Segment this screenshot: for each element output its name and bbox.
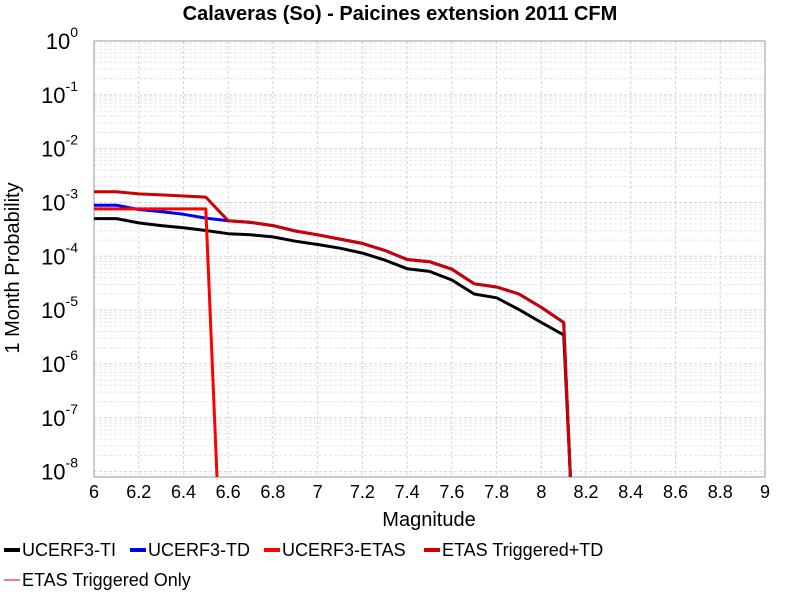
y-tick-exponent: -6 xyxy=(66,347,79,363)
legend-label-ucerf3-etas: UCERF3-ETAS xyxy=(282,540,406,560)
x-tick-label: 7.4 xyxy=(395,482,420,502)
series-layer xyxy=(94,190,572,478)
x-tick-label: 8.4 xyxy=(618,482,643,502)
y-axis-label: 1 Month Probability xyxy=(2,182,24,353)
x-tick-label: 7.2 xyxy=(350,482,375,502)
y-tick-base: 10 xyxy=(41,406,65,431)
x-tick-label: 7 xyxy=(313,482,323,502)
y-tick-exponent: -8 xyxy=(66,455,79,471)
series-line-ucerf3-ti xyxy=(94,217,572,478)
legend-label-ucerf3-ti: UCERF3-TI xyxy=(22,540,116,560)
x-tick-label: 8.8 xyxy=(708,482,733,502)
x-tick-label: 9 xyxy=(760,482,770,502)
y-tick-base: 10 xyxy=(41,352,65,377)
y-tick-exponent: -4 xyxy=(66,239,79,255)
y-tick-exponent: 0 xyxy=(70,24,78,40)
x-axis-ticks: 6 6.2 6.4 6.6 6.8 7 7.2 7.4 7.6 7.8 8 8.2 8.4 8.6 8.8 9 xyxy=(89,482,770,502)
y-tick-base: 10 xyxy=(41,244,65,269)
y-tick-base: 10 xyxy=(41,460,65,485)
y-tick-label: 10-3 xyxy=(41,185,78,215)
y-tick-base: 10 xyxy=(41,137,65,162)
x-tick-label: 7.6 xyxy=(439,482,464,502)
x-tick-label: 6.4 xyxy=(171,482,196,502)
plot-area-border xyxy=(93,40,766,478)
chart-title: Calaveras (So) - Paicines extension 2011… xyxy=(183,3,618,25)
y-tick-base: 10 xyxy=(41,298,65,323)
series-line-ucerf3-etas xyxy=(94,207,219,478)
x-tick-label: 8.6 xyxy=(663,482,688,502)
y-tick-label: 10-1 xyxy=(41,78,78,108)
y-tick-label: 10-4 xyxy=(41,239,78,269)
x-axis-label: Magnitude xyxy=(382,509,475,531)
legend-label-etas-triggered-td: ETAS Triggered+TD xyxy=(442,540,603,560)
series-line-etas-triggered-td xyxy=(94,190,572,478)
y-tick-exponent: -3 xyxy=(66,185,79,201)
legend-label-etas-triggered-only: ETAS Triggered Only xyxy=(22,570,191,590)
y-tick-label: 100 xyxy=(46,24,78,54)
x-tick-label: 6 xyxy=(89,482,99,502)
y-tick-label: 10-7 xyxy=(41,401,78,431)
y-tick-base: 10 xyxy=(46,29,70,54)
x-tick-label: 6.2 xyxy=(126,482,151,502)
y-tick-label: 10-8 xyxy=(41,455,78,485)
x-tick-label: 6.6 xyxy=(216,482,241,502)
legend: UCERF3-TI UCERF3-TD UCERF3-ETAS ETAS Trigge… xyxy=(4,540,603,590)
x-tick-label: 8 xyxy=(536,482,546,502)
x-tick-label: 8.2 xyxy=(574,482,599,502)
y-tick-exponent: -5 xyxy=(66,293,79,309)
y-tick-base: 10 xyxy=(41,190,65,215)
y-tick-exponent: -2 xyxy=(66,132,79,148)
y-tick-exponent: -7 xyxy=(66,401,79,417)
y-tick-label: 10-6 xyxy=(41,347,78,377)
grid xyxy=(93,40,766,478)
x-tick-label: 7.8 xyxy=(484,482,509,502)
y-tick-label: 10-2 xyxy=(41,132,78,162)
legend-label-ucerf3-td: UCERF3-TD xyxy=(148,540,250,560)
y-tick-base: 10 xyxy=(41,83,65,108)
x-tick-label: 6.8 xyxy=(260,482,285,502)
y-tick-label: 10-5 xyxy=(41,293,78,323)
y-tick-exponent: -1 xyxy=(66,78,79,94)
